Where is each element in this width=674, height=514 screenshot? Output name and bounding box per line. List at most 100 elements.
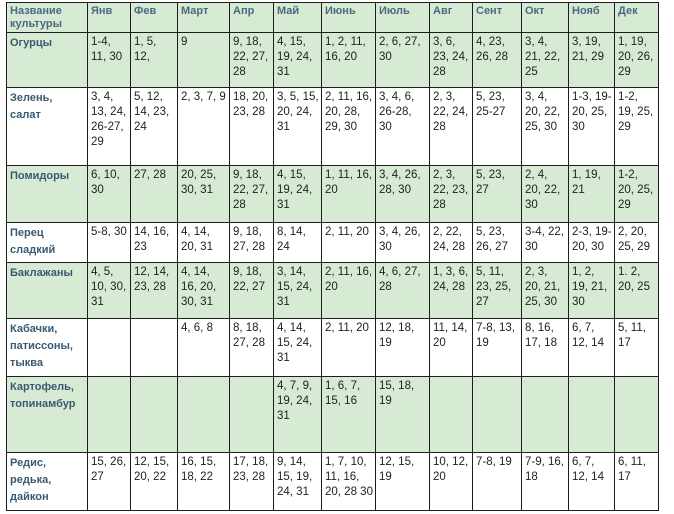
- date-cell: [568, 376, 615, 453]
- date-cell: 9, 18, 22, 27: [229, 262, 274, 319]
- date-cell: 5, 11, 17: [614, 318, 659, 377]
- date-cell: 4, 7, 9, 19, 24, 31: [273, 376, 322, 453]
- date-cell: 9: [177, 32, 230, 88]
- header-month: Март: [177, 2, 230, 33]
- date-cell: 3, 4, 6, 26-28, 30: [375, 87, 430, 166]
- date-cell: 2, 3, 22, 23, 28: [429, 165, 473, 223]
- date-cell: 2, 22, 24, 28: [429, 222, 473, 263]
- date-cell: 7-8, 19: [472, 452, 522, 511]
- table-row: Кабачки, патиссоны, тыква 4, 6, 8 8, 18, 2…: [6, 318, 659, 377]
- crop-name-cell: Кабачки, патиссоны, тыква: [6, 318, 88, 377]
- date-cell: 4, 14, 16, 20, 30, 31: [177, 262, 230, 319]
- date-cell: 8, 16, 17, 18: [521, 318, 569, 377]
- table-row: Перец сладкий 5-8, 30 14, 16, 23 4, 14, 20,…: [6, 222, 659, 263]
- date-cell: 1, 2, 19, 21, 30: [568, 262, 615, 319]
- date-cell: 10, 12, 20: [429, 452, 473, 511]
- date-cell: 9, 18, 27, 28: [229, 222, 274, 263]
- date-cell: 17, 18, 23, 28: [229, 452, 274, 511]
- date-cell: 4, 6, 27, 28: [375, 262, 430, 319]
- date-cell: 2, 3, 20, 21, 25, 30: [521, 262, 569, 319]
- date-cell: 3, 5, 15, 20, 24, 31: [273, 87, 322, 166]
- crop-name-cell: Огурцы: [6, 32, 88, 88]
- crop-name-cell: Помидоры: [6, 165, 88, 223]
- date-cell: 2, 11, 20: [321, 318, 376, 377]
- header-month: Июнь: [321, 2, 376, 33]
- date-cell: 3, 4, 13, 24, 26-27, 29: [87, 87, 131, 166]
- date-cell: 6, 7, 12, 14: [568, 318, 615, 377]
- crop-name-cell: Зелень, салат: [6, 87, 88, 166]
- date-cell: 4, 15, 19, 24, 31: [273, 32, 322, 88]
- date-cell: [177, 376, 230, 453]
- date-cell: 9, 18, 22, 27, 28: [229, 32, 274, 88]
- header-month: Сент: [472, 2, 522, 33]
- header-month: Нояб: [568, 2, 615, 33]
- date-cell: 1, 19, 20, 26, 29: [614, 32, 659, 88]
- header-month: Апр: [229, 2, 274, 33]
- planting-calendar-table: Название культуры Янв Фев Март Апр Май И…: [6, 2, 659, 511]
- header-month: Фев: [130, 2, 178, 33]
- table-row: Огурцы 1-4, 11, 30 1, 5, 12, 9 9, 18, 22, 27…: [6, 32, 659, 88]
- table-row: Помидоры 6, 10, 30 27, 28 20, 25, 30, 31 9, …: [6, 165, 659, 223]
- table-row: Картофель, топинамбур 4, 7, 9, 19, 24, 31…: [6, 376, 659, 453]
- date-cell: 12, 15, 20, 22: [130, 452, 178, 511]
- date-cell: 4, 23, 26, 28: [472, 32, 522, 88]
- date-cell: 6, 7, 12, 14: [568, 452, 615, 511]
- date-cell: 2, 11, 16, 20, 28, 29, 30: [321, 87, 376, 166]
- date-cell: 9, 18, 22, 27, 28: [229, 165, 274, 223]
- date-cell: 1, 3, 6, 24, 28: [429, 262, 473, 319]
- header-month: Май: [273, 2, 322, 33]
- date-cell: [472, 376, 522, 453]
- date-cell: 2, 11, 16, 20: [321, 262, 376, 319]
- crop-name-cell: Перец сладкий: [6, 222, 88, 263]
- date-cell: [87, 376, 131, 453]
- date-cell: [87, 318, 131, 377]
- header-month: Дек: [614, 2, 659, 33]
- date-cell: 5, 12, 14, 23, 24: [130, 87, 178, 166]
- date-cell: 27, 28: [130, 165, 178, 223]
- date-cell: 16, 15, 18, 22: [177, 452, 230, 511]
- date-cell: 2, 20, 25, 29: [614, 222, 659, 263]
- date-cell: [130, 376, 178, 453]
- date-cell: 1-4, 11, 30: [87, 32, 131, 88]
- date-cell: 1-2, 20, 25, 29: [614, 165, 659, 223]
- date-cell: 12, 14, 23, 28: [130, 262, 178, 319]
- date-cell: 3, 4, 26, 28, 30: [375, 165, 430, 223]
- date-cell: 8, 18, 27, 28: [229, 318, 274, 377]
- date-cell: 3, 6, 23, 24, 28: [429, 32, 473, 88]
- date-cell: 5, 23, 25-27: [472, 87, 522, 166]
- date-cell: 8, 14, 24: [273, 222, 322, 263]
- date-cell: 2, 11, 20: [321, 222, 376, 263]
- date-cell: 5, 23, 26, 27: [472, 222, 522, 263]
- date-cell: 2, 4, 20, 22, 30: [521, 165, 569, 223]
- header-month: Окт: [521, 2, 569, 33]
- date-cell: 2, 3, 7, 9: [177, 87, 230, 166]
- crop-name-cell: Редис, редька, дайкон: [6, 452, 88, 511]
- date-cell: 1, 7, 10, 11, 16, 20, 28 30: [321, 452, 376, 511]
- date-cell: 1-2, 19, 25, 29: [614, 87, 659, 166]
- date-cell: 3, 4, 20, 22, 25, 30: [521, 87, 569, 166]
- date-cell: 1. 2, 20, 25: [614, 262, 659, 319]
- date-cell: [429, 376, 473, 453]
- date-cell: 1, 19, 21: [568, 165, 615, 223]
- date-cell: 5-8, 30: [87, 222, 131, 263]
- date-cell: 2, 6, 27, 30: [375, 32, 430, 88]
- table-row: Редис, редька, дайкон 15, 26, 27 12, 15, 2…: [6, 452, 659, 511]
- date-cell: 12, 15, 19: [375, 452, 430, 511]
- date-cell: 4, 14, 15, 24, 31: [273, 318, 322, 377]
- date-cell: [130, 318, 178, 377]
- date-cell: 2-3, 19-20, 30: [568, 222, 615, 263]
- date-cell: 6, 10, 30: [87, 165, 131, 223]
- date-cell: 2, 3, 22, 24, 28: [429, 87, 473, 166]
- date-cell: [614, 376, 659, 453]
- date-cell: 1, 6, 7, 15, 16: [321, 376, 376, 453]
- date-cell: 6, 11, 17: [614, 452, 659, 511]
- header-month: Янв: [87, 2, 131, 33]
- date-cell: 5, 23, 27: [472, 165, 522, 223]
- date-cell: 3, 4, 26, 30: [375, 222, 430, 263]
- header-row: Название культуры Янв Фев Март Апр Май И…: [6, 2, 659, 33]
- date-cell: [521, 376, 569, 453]
- date-cell: 18, 20, 23, 28: [229, 87, 274, 166]
- header-crop: Название культуры: [6, 2, 88, 33]
- date-cell: 12, 18, 19: [375, 318, 430, 377]
